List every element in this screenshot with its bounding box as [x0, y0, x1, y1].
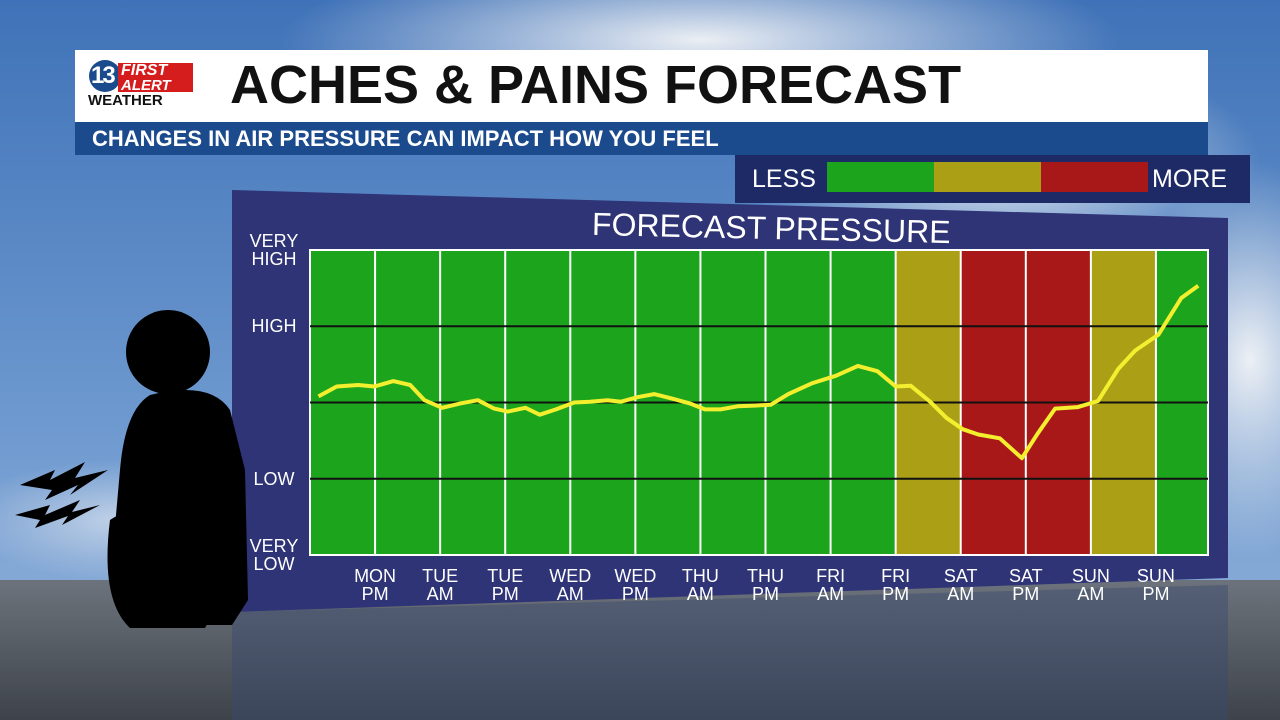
header-title: ACHES & PAINS FORECAST: [230, 55, 962, 115]
x-tick-label: MON PM: [354, 566, 397, 604]
figure-silhouette: [15, 310, 248, 628]
x-tick-label: FRI PM: [881, 566, 911, 604]
y-tick-label: LOW: [253, 468, 295, 489]
reflection: [232, 585, 1228, 720]
legend-high: MORE: [1152, 165, 1227, 193]
logo-mark: [89, 60, 193, 92]
header-subtitle: CHANGES IN AIR PRESSURE CAN IMPACT HOW Y…: [92, 126, 719, 151]
legend-swatch: [934, 162, 1041, 192]
y-tick-label: VERY LOW: [249, 536, 299, 574]
x-tick-label: THU AM: [681, 566, 719, 604]
legend-low: LESS: [752, 165, 816, 193]
x-tick-label: FRI AM: [816, 566, 846, 604]
x-tick-label: WED PM: [614, 566, 657, 604]
x-tick-label: TUE PM: [487, 566, 524, 604]
y-tick-label: VERY HIGH: [249, 231, 299, 269]
x-tick-label: SAT AM: [943, 566, 978, 604]
legend-swatch: [827, 162, 934, 192]
legend-swatch: [1041, 162, 1148, 192]
header-bar: [75, 50, 1208, 122]
logo-alert: ALERT: [121, 77, 171, 94]
x-tick-label: SUN PM: [1136, 566, 1175, 604]
x-tick-label: SUN AM: [1071, 566, 1110, 604]
logo-number: 13: [91, 62, 116, 89]
logo-weather: WEATHER: [88, 92, 163, 109]
chart-title: FORECAST PRESSURE: [591, 205, 951, 251]
logo-first: FIRST: [121, 62, 168, 79]
x-tick-label: WED AM: [549, 566, 592, 604]
x-tick-label: SAT PM: [1008, 566, 1043, 604]
y-tick-label: HIGH: [251, 316, 297, 337]
x-tick-label: THU PM: [747, 566, 784, 604]
subtitle-bar: [75, 122, 1208, 155]
pressure-line: [317, 284, 1200, 461]
x-tick-label: TUE AM: [422, 566, 459, 604]
